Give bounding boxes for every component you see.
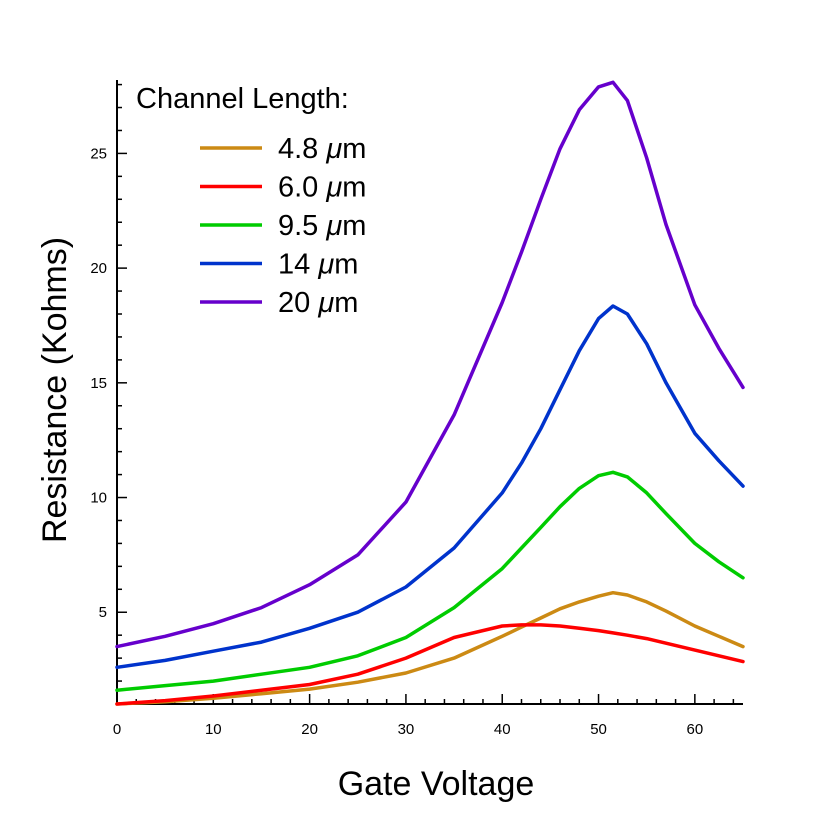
series-group: [115, 80, 745, 706]
y-axis-ticks: 5 10 15 20 25: [90, 83, 127, 705]
y-tick-label: 10: [90, 490, 107, 507]
x-tick-label: 20: [301, 721, 318, 738]
series-line-0: [115, 590, 745, 706]
y-tick-label: 15: [90, 375, 107, 392]
y-tick-label: 25: [90, 145, 107, 162]
series-line-1: [115, 623, 745, 706]
x-tick-label: 0: [113, 721, 121, 738]
x-axis-title: Gate Voltage: [338, 765, 535, 803]
legend-title: Channel Length:: [136, 83, 349, 115]
series-line-3: [115, 304, 745, 670]
series-line-4: [115, 80, 745, 649]
legend-label-2: 9.5 μm: [278, 210, 366, 242]
legend-items: 4.8 μm 6.0 μm 9.5 μm 14 μm 20 μm: [200, 133, 366, 319]
legend-label-0: 4.8 μm: [278, 133, 366, 165]
x-tick-label: 50: [590, 721, 607, 738]
x-axis-ticks: 0 10 20 30 40 50 60: [113, 694, 735, 738]
x-tick-label: 60: [687, 721, 704, 738]
y-axis-title: Resistance (Kohms): [36, 237, 74, 543]
series-line-2: [115, 470, 745, 692]
axes: [116, 80, 743, 705]
legend-label-3: 14 μm: [278, 249, 358, 281]
legend-label-4: 20 μm: [278, 287, 358, 319]
x-tick-label: 40: [494, 721, 511, 738]
legend-label-1: 6.0 μm: [278, 172, 366, 204]
legend: Channel Length: 4.8 μm 6.0 μm 9.5 μm 14 μm 2…: [136, 83, 366, 319]
x-tick-label: 10: [205, 721, 222, 738]
y-tick-label: 5: [99, 604, 107, 621]
x-tick-label: 30: [398, 721, 415, 738]
y-tick-label: 20: [90, 260, 107, 277]
